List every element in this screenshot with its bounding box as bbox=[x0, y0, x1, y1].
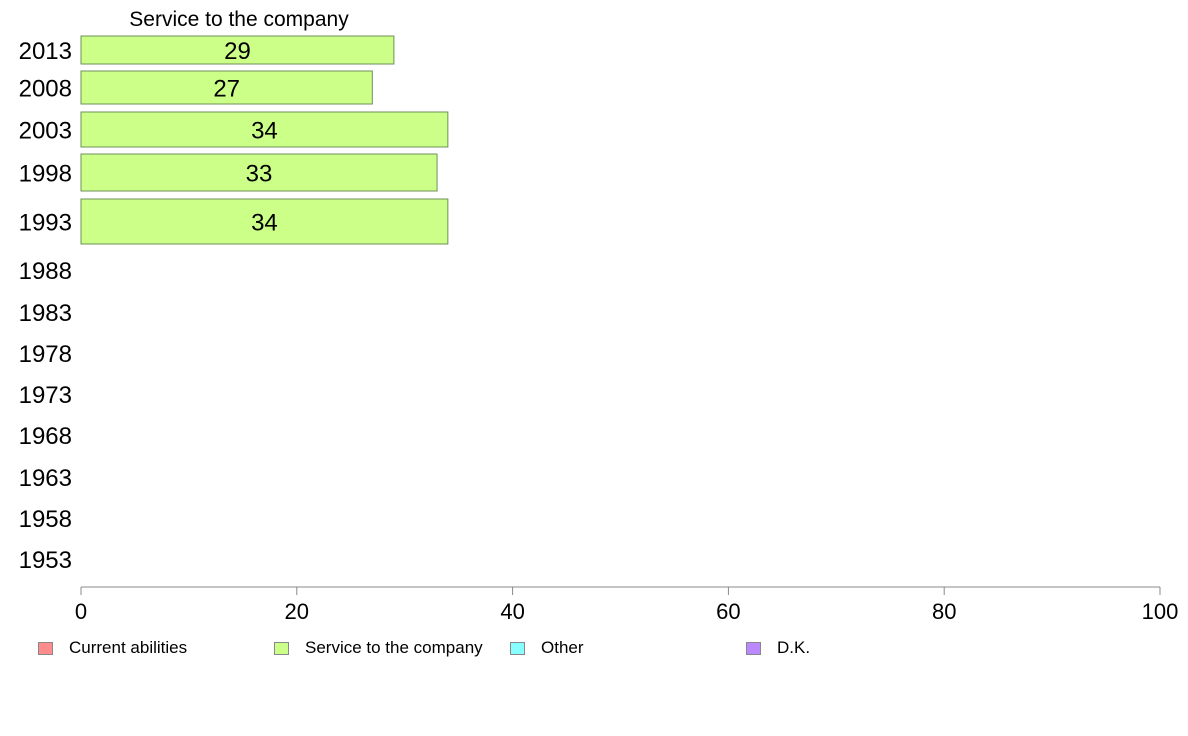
y-tick-label-1958: 1958 bbox=[19, 506, 72, 533]
data-label-2003: 34 bbox=[251, 118, 278, 145]
y-axis-labels: 2013 2008 2003 1998 1993 1988 1983 1978 1973 1968… bbox=[19, 38, 72, 574]
legend-label: Other bbox=[541, 638, 584, 657]
y-tick-label-2008: 2008 bbox=[19, 76, 72, 103]
bar-2013 bbox=[80, 35, 395, 65]
bar-2008 bbox=[80, 70, 373, 105]
y-tick-label-1978: 1978 bbox=[19, 341, 72, 368]
data-label-1993: 34 bbox=[251, 210, 278, 237]
legend-swatch bbox=[38, 641, 53, 655]
y-tick-label-1993: 1993 bbox=[19, 210, 72, 237]
legend-item: Service to the company bbox=[274, 638, 483, 658]
legend-item: D.K. bbox=[746, 638, 810, 658]
legend-label: D.K. bbox=[777, 638, 811, 657]
y-tick-label-1963: 1963 bbox=[19, 465, 72, 492]
legend-item: Current abilities bbox=[38, 638, 187, 658]
y-tick-label-1973: 1973 bbox=[19, 382, 72, 409]
bar-2003 bbox=[80, 111, 449, 148]
x-tick-label-80: 80 bbox=[932, 599, 956, 624]
y-tick-label-2003: 2003 bbox=[19, 118, 72, 145]
x-tick-label-60: 60 bbox=[716, 599, 740, 624]
x-axis-ticks: 0 20 40 60 80 100 bbox=[75, 587, 1178, 624]
chart-title: Service to the company bbox=[129, 8, 349, 31]
legend-label: Service to the company bbox=[305, 638, 483, 657]
data-label-2013: 29 bbox=[224, 38, 251, 65]
legend-item: Other bbox=[510, 638, 584, 658]
data-label-2008: 27 bbox=[213, 76, 240, 103]
legend-swatch bbox=[274, 641, 289, 655]
y-tick-label-1983: 1983 bbox=[19, 300, 72, 327]
x-tick-label-40: 40 bbox=[500, 599, 524, 624]
x-tick-label-100: 100 bbox=[1142, 599, 1179, 624]
legend: Current abilities Service to the company O… bbox=[0, 638, 1188, 662]
bar-1998 bbox=[80, 153, 438, 192]
bar-1993 bbox=[80, 198, 449, 245]
bars-group: 29 27 34 33 34 bbox=[80, 35, 449, 245]
y-tick-label-2013: 2013 bbox=[19, 38, 72, 65]
y-tick-label-1988: 1988 bbox=[19, 258, 72, 285]
legend-swatch bbox=[510, 641, 525, 655]
y-tick-label-1953: 1953 bbox=[19, 547, 72, 574]
data-label-1998: 33 bbox=[246, 161, 273, 188]
legend-swatch bbox=[746, 641, 761, 655]
x-tick-label-0: 0 bbox=[75, 599, 87, 624]
legend-label: Current abilities bbox=[69, 638, 188, 657]
y-tick-label-1968: 1968 bbox=[19, 423, 72, 450]
y-tick-label-1998: 1998 bbox=[19, 161, 72, 188]
x-tick-label-20: 20 bbox=[285, 599, 309, 624]
